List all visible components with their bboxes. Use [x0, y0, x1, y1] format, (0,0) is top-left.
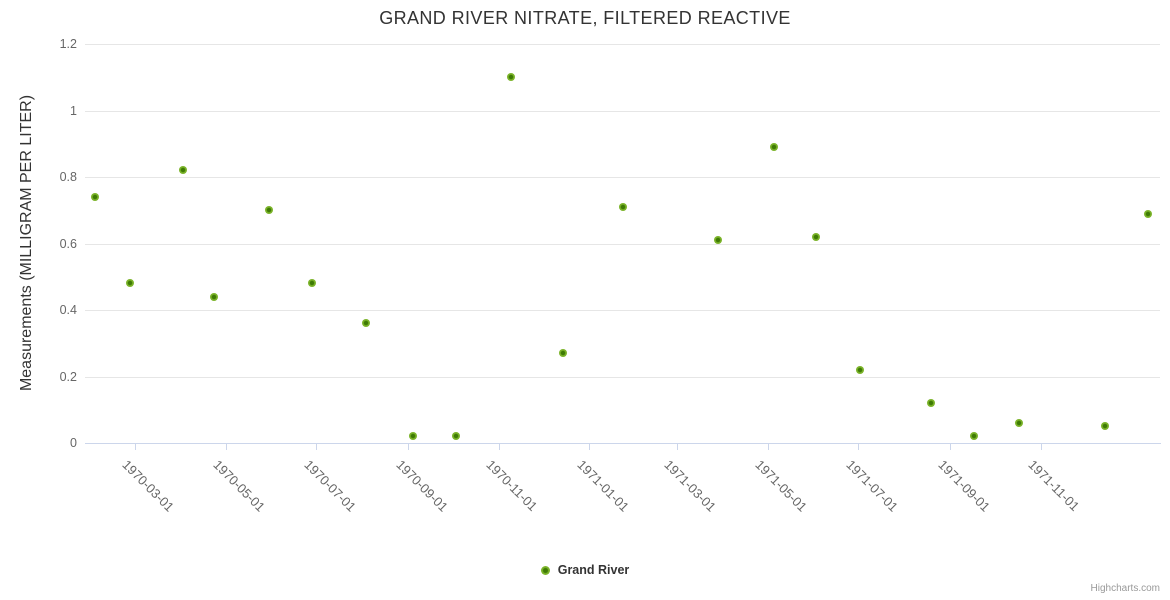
x-tick-mark	[134, 444, 136, 450]
data-point[interactable]	[361, 319, 370, 328]
y-axis-label: 0	[70, 436, 77, 450]
data-point[interactable]	[927, 399, 936, 408]
x-axis-label: 1971-01-01	[574, 457, 632, 515]
y-gridline	[85, 376, 1160, 378]
legend-series-label: Grand River	[557, 563, 630, 577]
x-axis-label: 1971-11-01	[1025, 457, 1083, 514]
chart-title: GRAND RIVER NITRATE, FILTERED REACTIVE	[379, 8, 791, 28]
y-axis-label: 1.2	[59, 37, 77, 51]
x-axis-label: 1971-07-01	[842, 457, 901, 515]
data-point[interactable]	[409, 432, 418, 441]
x-tick-mark	[316, 444, 318, 450]
x-tick-mark	[408, 444, 410, 450]
x-tick-mark	[767, 444, 769, 450]
x-tick-mark	[858, 444, 860, 450]
x-axis-label: 1970-09-01	[393, 457, 451, 515]
y-gridline	[85, 44, 1160, 45]
data-point[interactable]	[811, 232, 820, 241]
y-gridline	[85, 110, 1160, 112]
data-point[interactable]	[507, 73, 516, 82]
legend-marker-icon	[540, 565, 550, 575]
data-point[interactable]	[856, 365, 865, 374]
highcharts-credits-link[interactable]: Highcharts.com	[1090, 583, 1160, 594]
data-point[interactable]	[618, 202, 627, 211]
x-tick-mark	[676, 444, 678, 450]
data-point[interactable]	[91, 192, 100, 201]
data-point[interactable]	[265, 206, 274, 215]
y-axis-label: 0.8	[59, 170, 77, 184]
y-gridline	[85, 243, 1160, 245]
data-point[interactable]	[308, 279, 317, 288]
x-axis-label: 1971-03-01	[661, 457, 720, 515]
x-tick-mark	[225, 444, 227, 450]
data-point[interactable]	[1101, 422, 1110, 431]
data-point[interactable]	[713, 236, 722, 245]
data-point[interactable]	[559, 349, 568, 358]
x-axis-line	[85, 443, 1161, 444]
x-tick-mark	[950, 444, 952, 450]
y-axis-label: 0.2	[59, 369, 77, 384]
y-axis-label: 1	[70, 103, 77, 118]
x-axis-label: 1970-05-01	[210, 457, 269, 515]
y-gridline	[85, 177, 1160, 178]
data-point[interactable]	[769, 143, 778, 152]
x-axis-label: 1971-09-01	[935, 457, 993, 515]
data-point[interactable]	[210, 292, 219, 301]
y-gridline	[85, 310, 1160, 311]
x-tick-mark	[498, 444, 500, 450]
y-axis-label: 0.6	[59, 236, 77, 251]
data-point[interactable]	[1014, 419, 1023, 428]
x-axis-label: 1970-07-01	[301, 457, 359, 515]
y-axis-label: 0.4	[59, 303, 77, 317]
data-point[interactable]	[125, 279, 134, 288]
x-tick-mark	[589, 444, 591, 450]
data-point[interactable]	[970, 432, 979, 441]
legend[interactable]: Grand River	[0, 563, 1170, 577]
x-axis-label: 1971-05-01	[752, 457, 811, 515]
data-point[interactable]	[1144, 209, 1153, 218]
data-point[interactable]	[452, 432, 461, 441]
x-axis-label: 1970-03-01	[119, 457, 178, 515]
data-point[interactable]	[178, 166, 187, 175]
x-axis-label: 1970-11-01	[483, 457, 541, 514]
x-tick-mark	[1040, 444, 1042, 450]
